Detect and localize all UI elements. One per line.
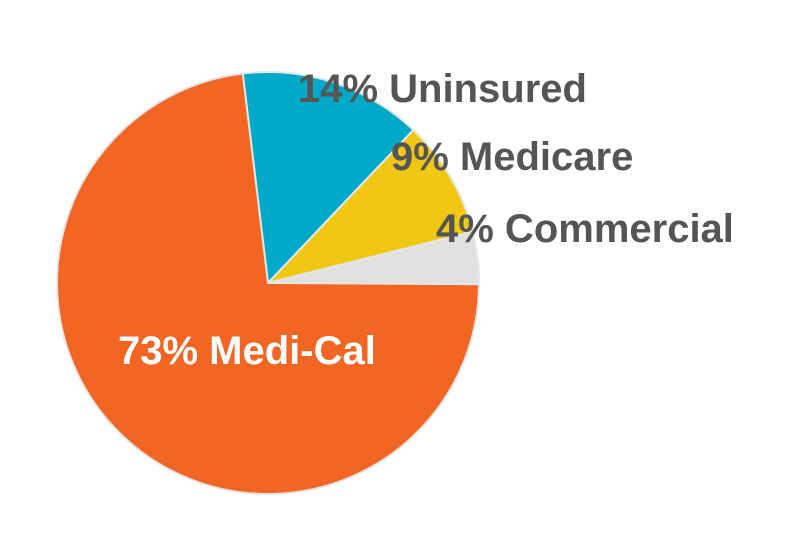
slice-label-medi-cal: 73% Medi-Cal	[118, 329, 376, 373]
pie-slice-uninsured	[241, 71, 415, 286]
pie-slices	[56, 71, 481, 495]
slice-label-commercial: 4% Commercial	[436, 207, 734, 251]
pie-slice-medi-cal	[56, 72, 481, 495]
slice-label-uninsured: 14% Uninsured	[298, 67, 587, 111]
slice-label-medicare: 9% Medicare	[391, 135, 633, 179]
pie-slice-medicare	[264, 128, 474, 285]
pie-labels: 14% Uninsured 9% Medicare 4% Commercial 73%…	[118, 67, 734, 373]
